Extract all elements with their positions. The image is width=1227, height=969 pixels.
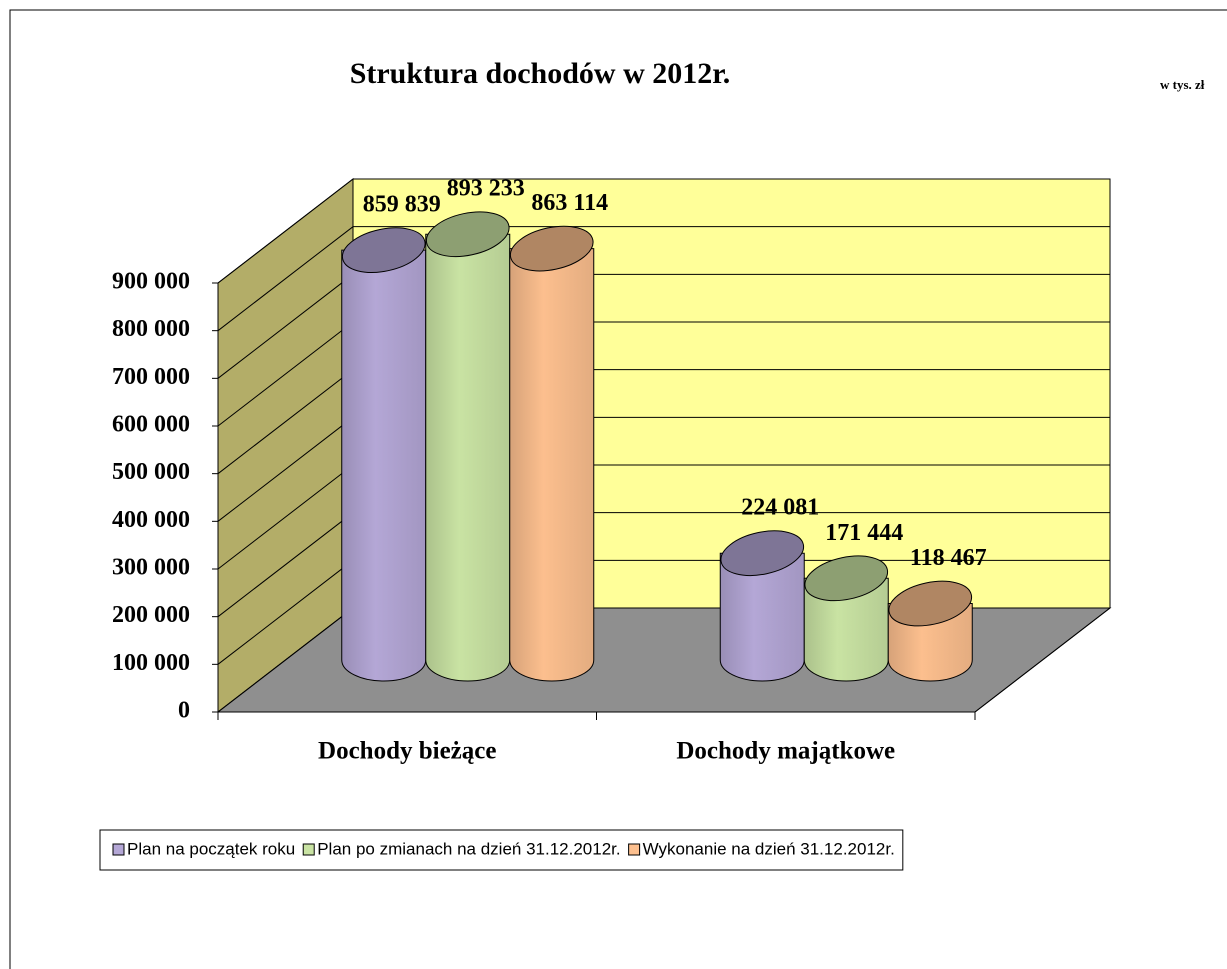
grid-line xyxy=(217,226,354,332)
grid-line xyxy=(217,464,354,570)
value-label: 118 467 xyxy=(910,545,987,571)
value-label: 224 081 xyxy=(741,495,819,521)
chart-title: Struktura dochodów w 2012r. xyxy=(350,57,731,90)
legend-label: Wykonanie na dzień 31.12.2012r. xyxy=(643,839,895,858)
cylinder-body xyxy=(509,248,595,682)
y-tick-label: 500 000 xyxy=(112,459,190,485)
legend-label: Plan po zmianach na dzień 31.12.2012r. xyxy=(317,839,620,858)
cylinder-body xyxy=(719,552,805,682)
unit-note: w tys. zł xyxy=(1160,77,1205,92)
y-tick-label: 200 000 xyxy=(112,602,190,628)
plot-area: 0 100 000 200 000 300 000 400 000 500 000 600 … xyxy=(112,176,1112,765)
x-axis-depth xyxy=(974,607,1111,713)
y-tick-label: 800 000 xyxy=(112,316,190,342)
legend-swatch xyxy=(628,843,641,856)
legend-swatch xyxy=(302,843,315,856)
y-tick-label: 600 000 xyxy=(112,412,190,438)
legend: Plan na początek roku Plan po zmianach na… xyxy=(99,829,904,871)
value-label: 863 114 xyxy=(531,190,608,216)
grid-line xyxy=(217,607,354,713)
x-tick-label: Dochody bieżące xyxy=(318,738,496,765)
legend-label: Plan na początek roku xyxy=(127,839,295,858)
value-label: 893 233 xyxy=(447,176,525,202)
x-tick-label: Dochody majątkowe xyxy=(676,738,895,765)
grid-line xyxy=(217,178,354,284)
cylinder-top xyxy=(509,225,594,272)
grid-line xyxy=(217,559,354,665)
cylinder-top xyxy=(888,580,973,627)
cylinder-body xyxy=(341,249,427,682)
cylinder-top xyxy=(804,555,889,602)
grid-line xyxy=(217,321,354,427)
y-tick-label: 100 000 xyxy=(112,650,190,676)
legend-swatch xyxy=(112,843,125,856)
grid-line xyxy=(217,369,354,475)
cylinder-top xyxy=(425,211,510,258)
y-tick-label: 400 000 xyxy=(112,507,190,533)
value-label: 859 839 xyxy=(363,192,441,218)
cylinder-top xyxy=(341,227,426,273)
value-label: 171 444 xyxy=(825,520,903,546)
y-tick-label: 700 000 xyxy=(112,364,190,390)
y-tick-label: 0 xyxy=(178,698,190,724)
grid-line xyxy=(217,273,354,379)
legend-box xyxy=(99,829,904,871)
grid-line xyxy=(217,416,354,522)
y-tick-label: 900 000 xyxy=(112,269,190,295)
cylinder-body xyxy=(803,577,889,682)
y-tick-label: 300 000 xyxy=(112,555,190,581)
cylinder-body xyxy=(425,233,511,682)
cylinder-top xyxy=(720,530,805,577)
grid-line xyxy=(217,512,354,618)
